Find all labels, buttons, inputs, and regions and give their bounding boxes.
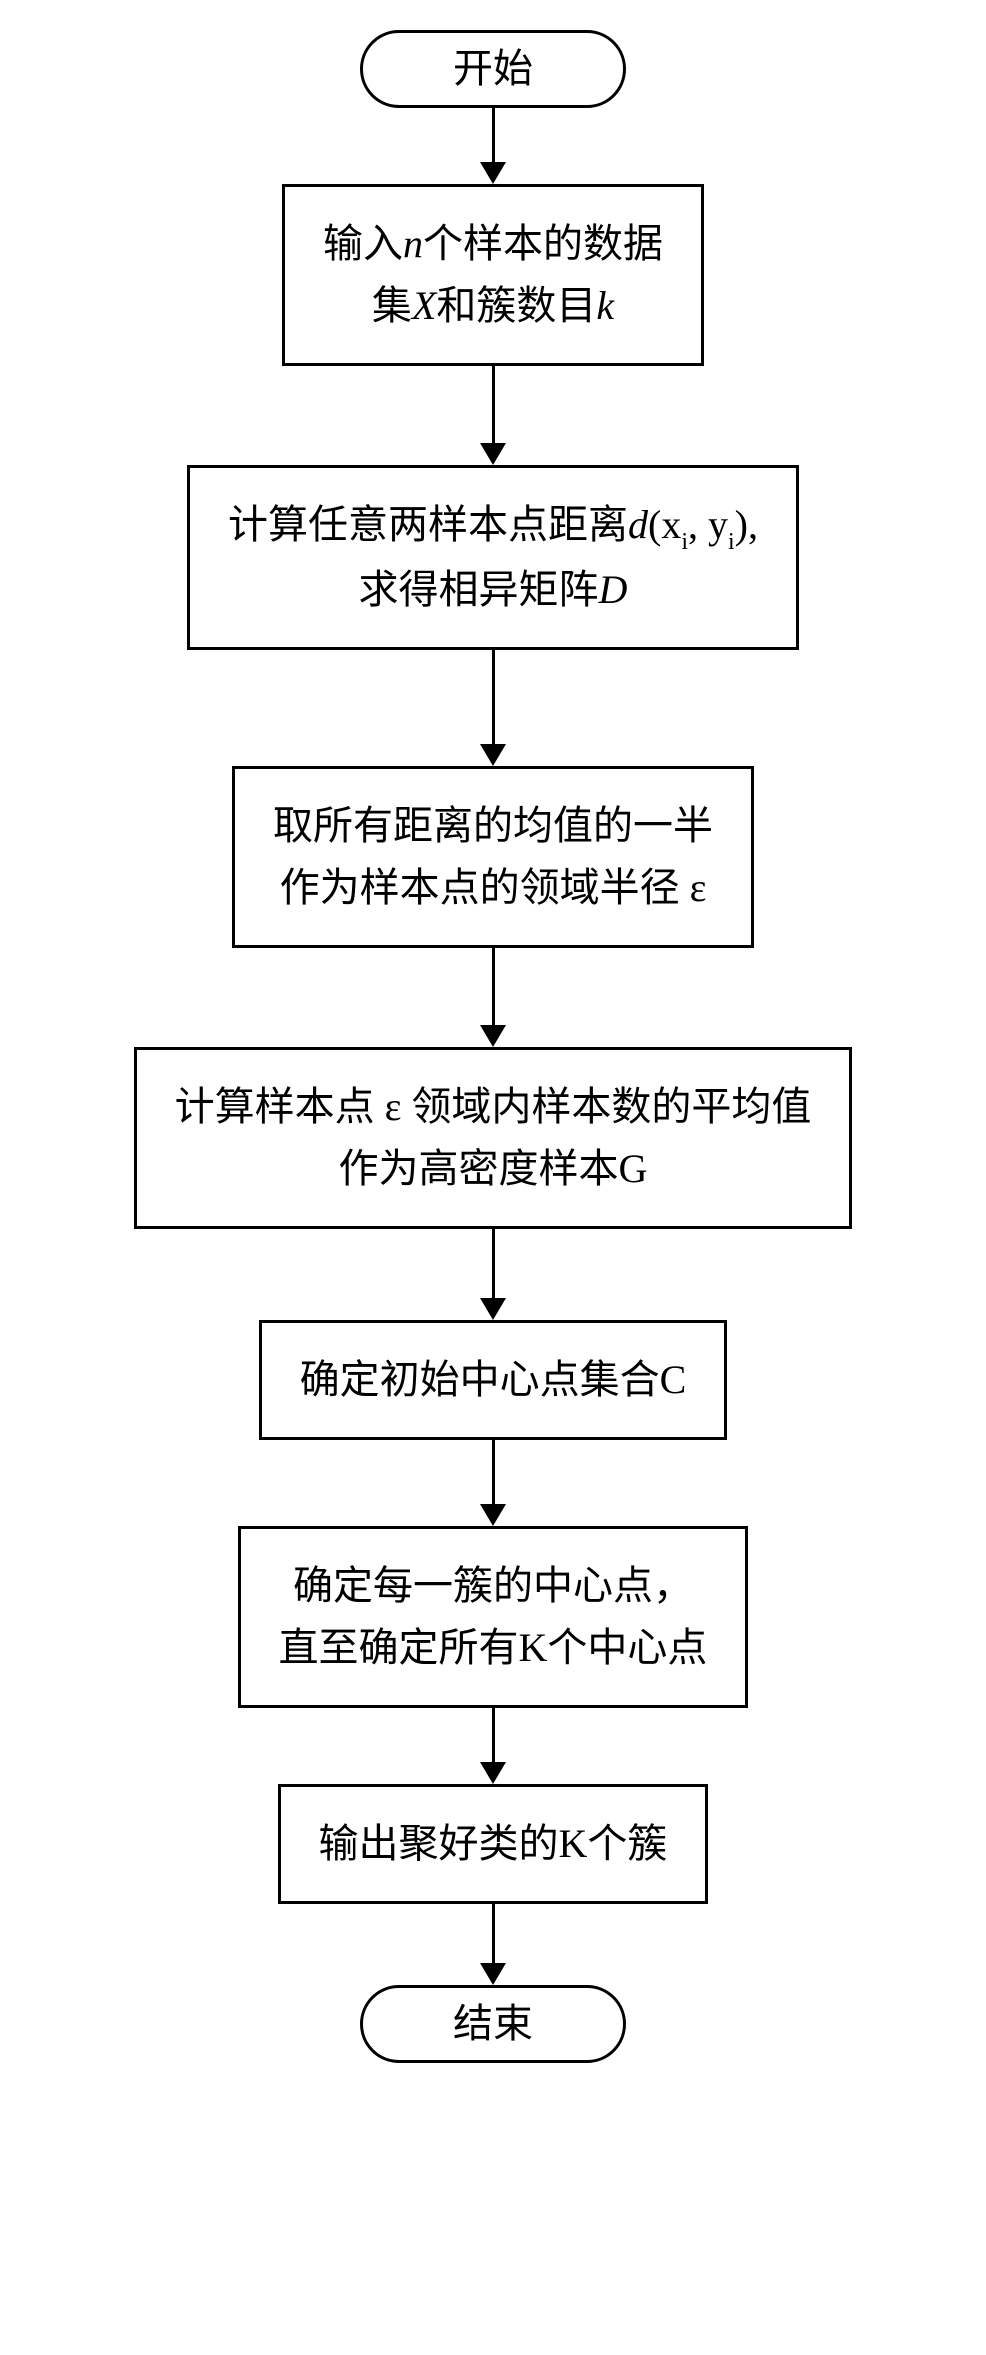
arrow-line <box>492 1440 495 1505</box>
arrow-head <box>480 1298 506 1320</box>
arrow-head <box>480 1504 506 1526</box>
arrow-line <box>492 366 495 444</box>
arrow-head <box>480 162 506 184</box>
arrow <box>480 650 506 766</box>
arrow <box>480 366 506 465</box>
arrow <box>480 1708 506 1784</box>
process-n7: 输出聚好类的K个簇 <box>278 1784 709 1904</box>
process-n6: 确定每一簇的中心点，直至确定所有K个中心点 <box>238 1526 749 1708</box>
process-n5: 确定初始中心点集合C <box>259 1320 728 1440</box>
start-terminal: 开始 <box>360 30 626 108</box>
end-terminal: 结束 <box>360 1985 626 2063</box>
flowchart-container: 开始输入n个样本的数据集X和簇数目k 计算任意两样本点距离d(xi, yi),求得… <box>43 30 943 2063</box>
arrow-line <box>492 948 495 1026</box>
arrow-line <box>492 1229 495 1299</box>
process-n3: 取所有距离的均值的一半作为样本点的领域半径 ε <box>232 766 754 948</box>
process-n4: 计算样本点 ε 领域内样本数的平均值作为高密度样本G <box>134 1047 853 1229</box>
arrow-head <box>480 744 506 766</box>
arrow <box>480 948 506 1047</box>
process-n2: 计算任意两样本点距离d(xi, yi),求得相异矩阵D <box>187 465 799 650</box>
arrow-line <box>492 1708 495 1763</box>
process-n1: 输入n个样本的数据集X和簇数目k <box>282 184 704 366</box>
arrow <box>480 1440 506 1526</box>
arrow <box>480 108 506 184</box>
arrow-head <box>480 1025 506 1047</box>
arrow-line <box>492 1904 495 1964</box>
arrow-line <box>492 108 495 163</box>
arrow <box>480 1229 506 1320</box>
arrow-head <box>480 1963 506 1985</box>
arrow-head <box>480 1762 506 1784</box>
arrow <box>480 1904 506 1985</box>
arrow-line <box>492 650 495 745</box>
arrow-head <box>480 443 506 465</box>
